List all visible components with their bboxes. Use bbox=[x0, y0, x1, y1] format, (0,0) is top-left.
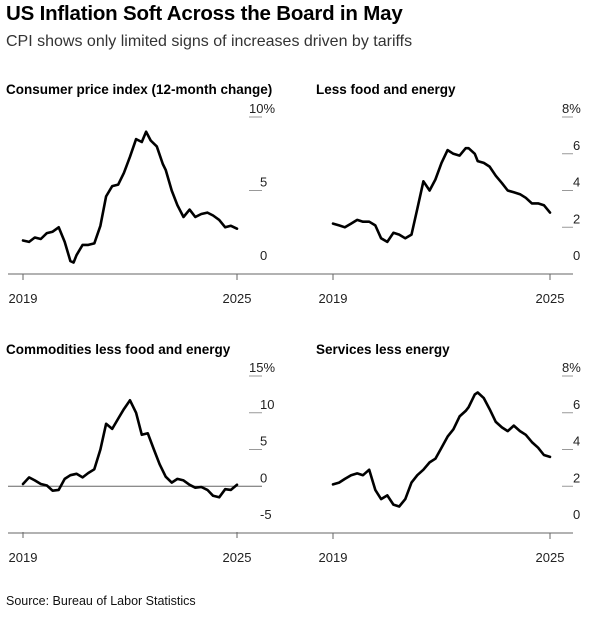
y-tick-label: 5 bbox=[260, 175, 267, 190]
y-tick-label: 15% bbox=[249, 360, 275, 375]
series-line bbox=[21, 130, 239, 264]
y-tick-label: 5 bbox=[260, 434, 267, 449]
y-tick-label: 2 bbox=[573, 211, 580, 226]
y-tick-label: 2 bbox=[573, 470, 580, 485]
y-tick-label: 0 bbox=[573, 248, 580, 263]
series-line bbox=[331, 391, 552, 508]
x-tick-label: 2019 bbox=[9, 550, 38, 565]
y-tick-label: 0 bbox=[573, 507, 580, 522]
y-tick-label: 6 bbox=[573, 397, 580, 412]
source-note: Source: Bureau of Labor Statistics bbox=[6, 594, 196, 608]
x-tick-label: 2019 bbox=[319, 291, 348, 306]
chart-subtitle: CPI shows only limited signs of increase… bbox=[6, 33, 413, 50]
panel-services: 0 2 4 6 8% 2019 2025 bbox=[8, 360, 581, 565]
panel-title-core: Less food and energy bbox=[316, 82, 456, 97]
panel-commodities: -5 0 5 10 15% 2019 2025 bbox=[8, 360, 275, 565]
y-tick-label: 4 bbox=[573, 434, 580, 449]
x-tick-label: 2019 bbox=[319, 550, 348, 565]
panel-cpi: 0 5 10% 2019 2025 bbox=[8, 101, 275, 306]
x-tick-label: 2025 bbox=[223, 550, 252, 565]
y-tick-label: 0 bbox=[260, 248, 267, 263]
chart-title: US Inflation Soft Across the Board in Ma… bbox=[6, 2, 403, 25]
y-tick-label: 4 bbox=[573, 175, 580, 190]
panel-title-cpi: Consumer price index (12-month change) bbox=[6, 82, 273, 97]
x-tick-label: 2019 bbox=[9, 291, 38, 306]
y-tick-label: 10 bbox=[260, 397, 274, 412]
x-tick-label: 2025 bbox=[536, 550, 565, 565]
x-tick-label: 2025 bbox=[223, 291, 252, 306]
panel-title-services: Services less energy bbox=[316, 342, 450, 357]
series-line bbox=[21, 399, 239, 499]
y-tick-label: 8% bbox=[562, 101, 581, 116]
x-tick-label: 2025 bbox=[536, 291, 565, 306]
panel-title-commodities: Commodities less food and energy bbox=[6, 342, 231, 357]
y-tick-label: 8% bbox=[562, 360, 581, 375]
y-tick-label: 10% bbox=[249, 101, 275, 116]
y-tick-label: -5 bbox=[260, 507, 272, 522]
series-line bbox=[331, 146, 552, 244]
y-tick-label: 0 bbox=[260, 470, 267, 485]
panel-core: 0 2 4 6 8% 2019 2025 bbox=[8, 101, 581, 306]
y-tick-label: 6 bbox=[573, 138, 580, 153]
